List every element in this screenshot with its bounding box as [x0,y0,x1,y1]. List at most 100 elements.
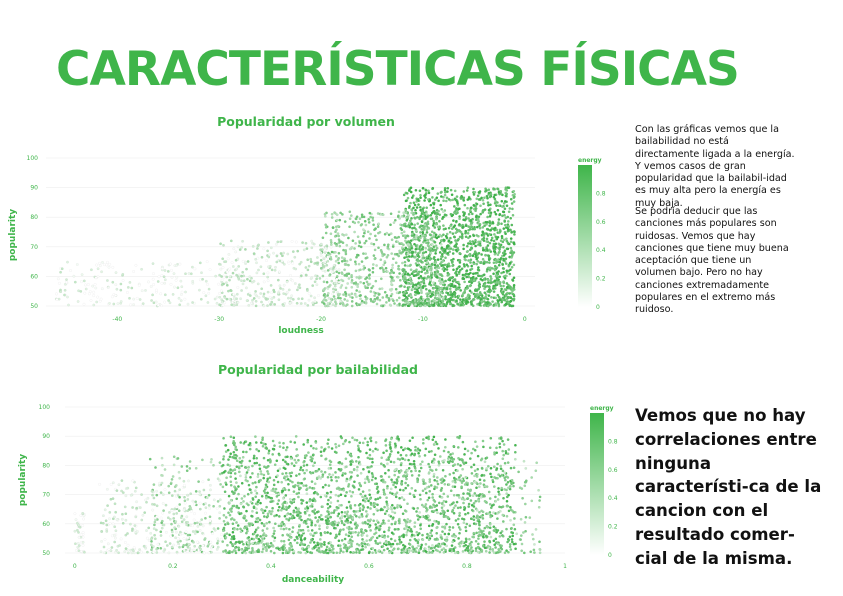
scatter-point [256,475,260,479]
scatter-point [301,241,304,244]
scatter-point [465,263,469,267]
scatter-point [361,441,365,445]
scatter-point [260,494,264,498]
scatter-point [488,551,491,554]
scatter-point [233,472,237,475]
scatter-point [111,280,115,284]
scatter-point [340,503,343,507]
scatter-point [367,543,371,547]
scatter-point [342,488,346,492]
scatter-point [257,296,261,299]
scatter-point [486,244,490,247]
scatter-point [427,227,431,230]
scatter-point [402,222,406,226]
scatter-point [310,551,314,555]
scatter-point [382,263,386,267]
scatter-point [297,528,301,532]
scatter-point [429,203,433,207]
scatter-point [269,500,272,504]
scatter-point [253,461,257,465]
scatter-point [472,463,476,467]
scatter-point [439,287,442,291]
scatter-point [172,517,176,520]
scatter-point [121,279,125,282]
scatter-point [486,281,490,284]
scatter-point [424,304,427,308]
scatter-point [257,449,261,453]
scatter-point [506,227,510,231]
scatter-point [267,449,271,453]
scatter-point [147,526,151,530]
scatter-point [393,522,397,526]
scatter-point [286,252,290,256]
scatter-point [492,267,496,271]
y-tick-label: 50 [30,303,38,310]
scatter-point [121,273,125,276]
scatter-point [163,293,167,297]
scatter-point [337,234,341,238]
scatter-point [180,290,184,294]
scatter-point [415,234,419,238]
scatter-point [364,545,367,549]
scatter-point [248,279,252,283]
scatter-point [424,189,428,192]
x-tick-label: 1 [563,563,567,570]
scatter-point [419,523,422,527]
scatter-point [452,257,455,261]
scatter-point [376,490,380,493]
scatter-point [483,291,487,295]
scatter-point [363,437,367,440]
scatter-point [276,502,280,506]
scatter-point [497,263,501,267]
scatter-point [451,534,454,538]
scatter-point [340,462,344,465]
scatter-point [499,284,503,288]
scatter-point [451,304,455,308]
scatter-point [356,285,360,289]
scatter-point [450,276,454,280]
scatter-point [223,301,227,305]
scatter-point [505,549,508,552]
scatter-point [336,499,340,503]
scatter-point [482,445,485,449]
scatter-point [421,267,425,271]
scatter-point [439,195,443,198]
scatter-point [221,540,225,543]
scatter-point [302,464,306,467]
scatter-point [224,481,228,485]
scatter-point [427,275,431,279]
scatter-point [248,275,252,279]
scatter-point [367,551,371,555]
scatter-point [262,523,266,526]
scatter-point [496,223,500,227]
scatter-point [481,284,485,288]
scatter-point [369,439,373,443]
scatter-point [405,192,409,195]
scatter-point [452,493,456,497]
scatter-point [341,233,344,236]
scatter-point [385,449,388,453]
scatter-point [451,480,455,483]
scatter-point [488,511,492,514]
scatter-point [392,221,396,224]
scatter-point [489,228,493,232]
scatter-point [492,242,496,246]
scatter-point [391,516,395,519]
scatter-point [488,248,491,252]
scatter-point [323,295,327,299]
scatter-point [186,302,190,306]
scatter-point [416,449,419,453]
scatter-point [247,304,251,307]
scatter-point [429,531,432,535]
scatter-point [439,242,443,246]
scatter-point [222,550,225,553]
scatter-point [230,510,233,513]
scatter-point [418,283,422,287]
scatter-point [498,247,501,251]
scatter-point [225,270,229,274]
scatter-point [402,546,406,550]
scatter-point [339,299,342,303]
scatter-point [515,532,519,536]
scatter-point [473,190,477,194]
scatter-point [326,551,330,555]
